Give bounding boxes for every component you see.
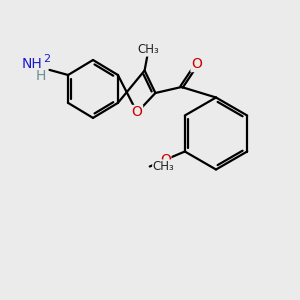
Text: O: O (191, 58, 202, 71)
Text: 2: 2 (44, 54, 51, 64)
Text: H: H (35, 70, 46, 83)
Text: NH: NH (21, 57, 42, 71)
Text: O: O (160, 153, 171, 167)
Text: CH₃: CH₃ (138, 43, 159, 56)
Text: CH₃: CH₃ (153, 160, 175, 173)
Text: O: O (132, 106, 142, 119)
